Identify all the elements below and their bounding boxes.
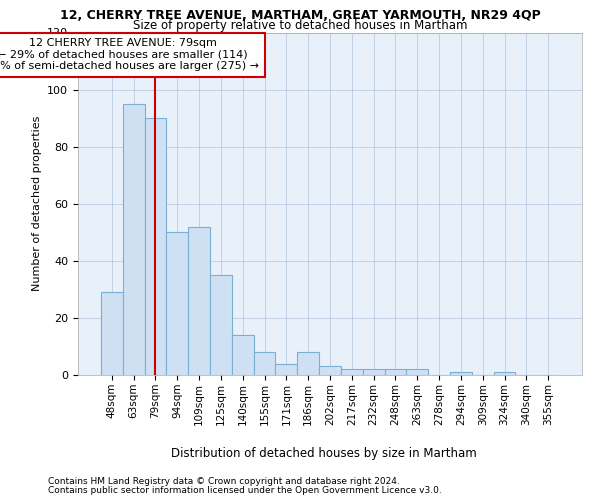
Bar xyxy=(166,232,188,375)
Y-axis label: Number of detached properties: Number of detached properties xyxy=(32,116,41,292)
Text: 12, CHERRY TREE AVENUE, MARTHAM, GREAT YARMOUTH, NR29 4QP: 12, CHERRY TREE AVENUE, MARTHAM, GREAT Y… xyxy=(59,9,541,22)
Bar xyxy=(385,370,406,375)
Bar xyxy=(210,275,232,375)
Bar xyxy=(363,370,385,375)
Bar xyxy=(275,364,297,375)
Text: 12 CHERRY TREE AVENUE: 79sqm
← 29% of detached houses are smaller (114)
69% of s: 12 CHERRY TREE AVENUE: 79sqm ← 29% of de… xyxy=(0,38,259,72)
Bar xyxy=(101,292,123,375)
Bar xyxy=(406,370,428,375)
Bar xyxy=(319,366,341,375)
Text: Size of property relative to detached houses in Martham: Size of property relative to detached ho… xyxy=(133,19,467,32)
Bar xyxy=(341,370,363,375)
Bar xyxy=(254,352,275,375)
Text: Distribution of detached houses by size in Martham: Distribution of detached houses by size … xyxy=(171,448,477,460)
Bar xyxy=(145,118,166,375)
Bar xyxy=(123,104,145,375)
Bar xyxy=(297,352,319,375)
Text: Contains public sector information licensed under the Open Government Licence v3: Contains public sector information licen… xyxy=(48,486,442,495)
Bar xyxy=(494,372,515,375)
Bar xyxy=(232,335,254,375)
Bar xyxy=(450,372,472,375)
Bar xyxy=(188,226,210,375)
Text: Contains HM Land Registry data © Crown copyright and database right 2024.: Contains HM Land Registry data © Crown c… xyxy=(48,477,400,486)
